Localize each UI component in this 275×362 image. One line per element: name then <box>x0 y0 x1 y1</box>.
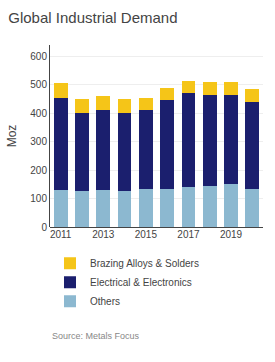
svg-text:Source: Metals Focus: Source: Metals Focus <box>52 331 140 341</box>
svg-text:Brazing Alloys & Solders: Brazing Alloys & Solders <box>90 258 199 269</box>
svg-text:0: 0 <box>41 222 47 233</box>
svg-text:300: 300 <box>30 136 47 147</box>
svg-text:2017: 2017 <box>177 229 200 240</box>
svg-text:2011: 2011 <box>50 229 72 240</box>
svg-text:2019: 2019 <box>220 229 243 240</box>
svg-text:400: 400 <box>30 108 47 119</box>
svg-text:600: 600 <box>30 51 47 62</box>
svg-text:200: 200 <box>30 165 47 176</box>
svg-text:500: 500 <box>30 79 47 90</box>
svg-text:Electrical & Electronics: Electrical & Electronics <box>90 277 192 288</box>
svg-text:Others: Others <box>90 296 120 307</box>
svg-text:2015: 2015 <box>135 229 158 240</box>
svg-text:Global Industrial Demand: Global Industrial Demand <box>8 9 177 26</box>
svg-text:Moz: Moz <box>5 125 19 148</box>
svg-text:2013: 2013 <box>92 229 115 240</box>
svg-text:100: 100 <box>30 193 47 204</box>
